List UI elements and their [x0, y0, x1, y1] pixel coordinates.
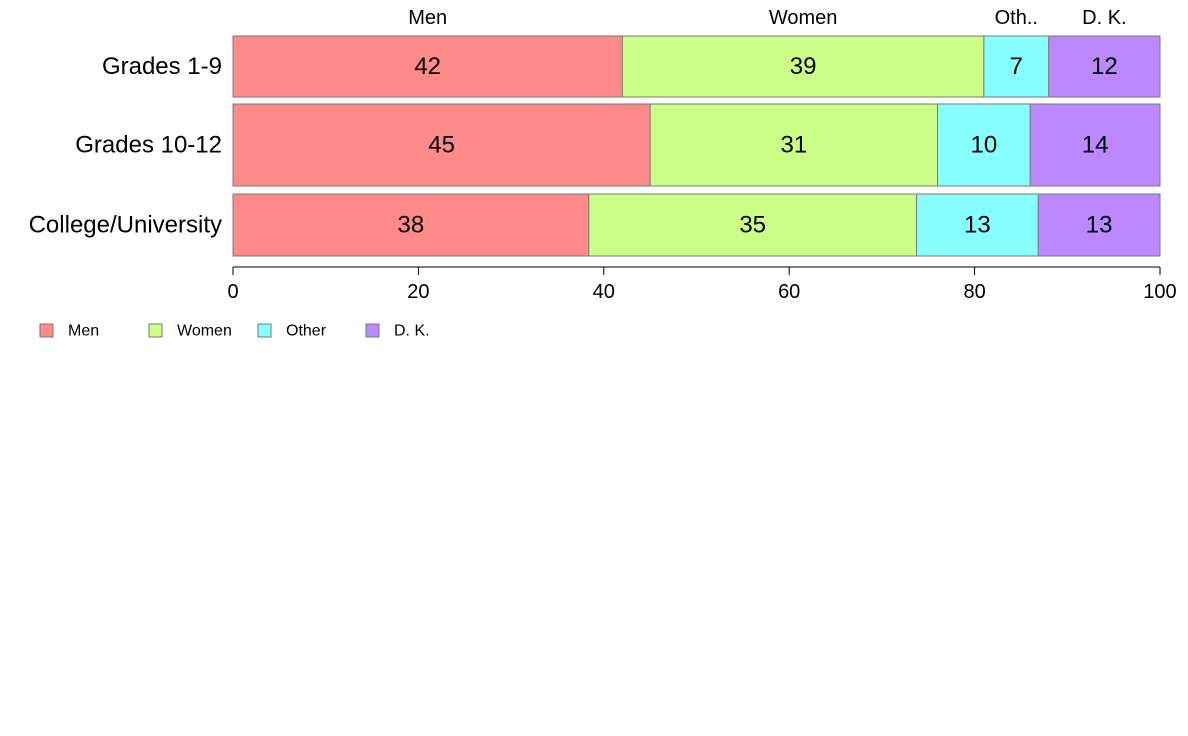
data-label: 13	[1086, 212, 1113, 239]
bar-segment	[1037, 193, 1161, 257]
data-label: 45	[428, 132, 455, 159]
data-label: 42	[414, 53, 441, 80]
legend-swatch	[148, 323, 163, 338]
top-labels: Men Women Oth.. D. K.	[408, 7, 1126, 29]
category-label: Grades 1-9	[102, 53, 222, 80]
legend-swatch	[365, 323, 380, 338]
bar-segment	[1048, 35, 1161, 98]
bar-segment	[588, 193, 918, 257]
bar-segment	[621, 35, 985, 98]
legend-label: D. K.	[394, 323, 430, 340]
data-label: 38	[398, 212, 425, 239]
bars: 42 39 7 12 45 31 10 14 38 35 13 13	[232, 35, 1161, 257]
x-tick-label: 0	[227, 281, 238, 303]
top-series-label: Men	[408, 7, 447, 29]
legend-swatch	[257, 323, 272, 338]
data-label: 10	[971, 132, 998, 159]
data-label: 39	[790, 53, 817, 80]
bar-segment	[232, 35, 623, 98]
bar-segment	[983, 35, 1050, 98]
category-labels: Grades 1-9 Grades 10-12 College/University	[29, 53, 222, 239]
x-tick-label: 60	[778, 281, 800, 303]
bar-segment	[232, 103, 651, 187]
bar-segment	[937, 103, 1031, 187]
bar-segment	[232, 193, 590, 257]
top-series-label: Oth..	[995, 7, 1038, 29]
top-series-label: D. K.	[1082, 7, 1126, 29]
data-label: 31	[780, 132, 807, 159]
bar-segment	[1029, 103, 1161, 187]
legend-label: Men	[68, 323, 99, 340]
data-label: 13	[964, 212, 991, 239]
category-label: Grades 10-12	[75, 132, 222, 159]
bar-segment	[649, 103, 939, 187]
top-series-label: Women	[769, 7, 838, 29]
legend-swatch	[39, 323, 54, 338]
x-tick-label: 20	[407, 281, 429, 303]
x-tick-label: 80	[963, 281, 985, 303]
data-label: 35	[739, 212, 766, 239]
data-label: 14	[1082, 132, 1109, 159]
x-tick-label: 100	[1143, 281, 1176, 303]
data-label: 7	[1010, 53, 1023, 80]
category-label: College/University	[29, 212, 222, 239]
legend: Men Women Other D. K.	[39, 323, 430, 340]
legend-label: Women	[177, 323, 232, 340]
data-label: 12	[1091, 53, 1118, 80]
x-tick-label: 40	[593, 281, 615, 303]
legend-label: Other	[286, 323, 327, 340]
x-axis: 0 20 40 60 80 100	[227, 266, 1177, 303]
